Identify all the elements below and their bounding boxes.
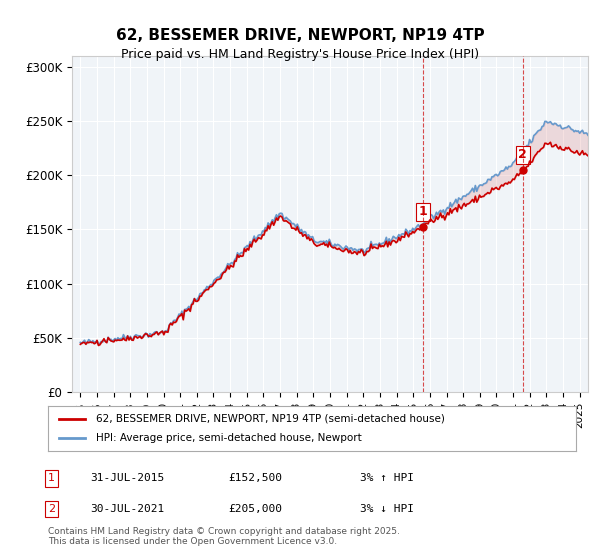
Text: 3% ↑ HPI: 3% ↑ HPI	[360, 473, 414, 483]
Text: £152,500: £152,500	[228, 473, 282, 483]
Text: £205,000: £205,000	[228, 504, 282, 514]
Text: 3% ↓ HPI: 3% ↓ HPI	[360, 504, 414, 514]
Text: 2: 2	[518, 148, 527, 161]
Text: 1: 1	[419, 205, 427, 218]
Text: 62, BESSEMER DRIVE, NEWPORT, NP19 4TP (semi-detached house): 62, BESSEMER DRIVE, NEWPORT, NP19 4TP (s…	[95, 413, 445, 423]
Text: 30-JUL-2021: 30-JUL-2021	[90, 504, 164, 514]
Text: Price paid vs. HM Land Registry's House Price Index (HPI): Price paid vs. HM Land Registry's House …	[121, 48, 479, 60]
Text: 31-JUL-2015: 31-JUL-2015	[90, 473, 164, 483]
Text: 2: 2	[48, 504, 55, 514]
Text: HPI: Average price, semi-detached house, Newport: HPI: Average price, semi-detached house,…	[95, 433, 361, 444]
Text: Contains HM Land Registry data © Crown copyright and database right 2025.
This d: Contains HM Land Registry data © Crown c…	[48, 526, 400, 546]
Text: 62, BESSEMER DRIVE, NEWPORT, NP19 4TP: 62, BESSEMER DRIVE, NEWPORT, NP19 4TP	[116, 28, 484, 43]
Text: 1: 1	[48, 473, 55, 483]
